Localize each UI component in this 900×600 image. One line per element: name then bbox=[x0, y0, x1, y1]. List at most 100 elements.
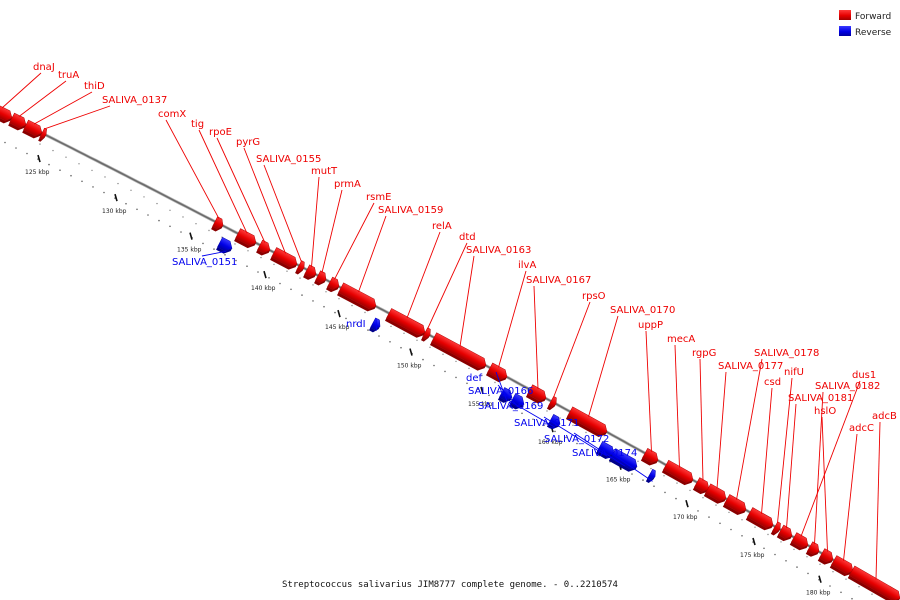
forward-gene-leader bbox=[736, 358, 763, 500]
forward-gene[interactable] bbox=[211, 216, 225, 234]
scale-dot bbox=[26, 152, 28, 155]
forward-gene[interactable] bbox=[770, 521, 783, 537]
scale-dot bbox=[719, 522, 721, 525]
forward-gene[interactable] bbox=[485, 362, 510, 385]
forward-gene[interactable] bbox=[337, 282, 379, 314]
reverse-gene[interactable] bbox=[645, 468, 658, 484]
scale-dot bbox=[741, 535, 743, 537]
scale-dot bbox=[213, 248, 215, 250]
forward-gene-leader bbox=[645, 330, 652, 452]
forward-gene[interactable] bbox=[256, 239, 272, 258]
forward-gene[interactable] bbox=[789, 532, 811, 553]
scale-tick-label: 125 kbp bbox=[25, 169, 50, 176]
reverse-gene[interactable] bbox=[546, 414, 563, 431]
legend: Forward Reverse bbox=[839, 10, 892, 38]
scale-tick-label: 155 kbp bbox=[468, 401, 493, 408]
forward-gene[interactable] bbox=[429, 332, 489, 373]
forward-gene-leader bbox=[716, 371, 727, 489]
reverse-genes: SALIVA_0151 nrdI def SALIVA_0166 SALIVA_0169… bbox=[172, 236, 658, 484]
track-dot bbox=[650, 467, 652, 470]
forward-gene-label: rgpG bbox=[692, 348, 716, 359]
gene-body bbox=[693, 477, 710, 492]
forward-gene[interactable] bbox=[805, 541, 822, 559]
forward-gene[interactable] bbox=[661, 459, 696, 487]
track-dot bbox=[715, 504, 717, 506]
scale-dot bbox=[477, 388, 479, 391]
track-dot bbox=[728, 511, 730, 514]
forward-gene[interactable] bbox=[38, 127, 48, 143]
scale-dot bbox=[829, 585, 831, 587]
forward-gene[interactable] bbox=[565, 406, 610, 440]
forward-gene[interactable] bbox=[525, 384, 549, 406]
forward-gene[interactable] bbox=[847, 565, 900, 600]
forward-gene[interactable] bbox=[817, 548, 836, 567]
gene-depth bbox=[0, 112, 13, 124]
forward-gene[interactable] bbox=[703, 483, 729, 506]
scale-dot bbox=[433, 364, 435, 367]
gene-body bbox=[723, 494, 747, 513]
figure-caption: Streptococcus salivarius JIM8777 complet… bbox=[282, 580, 618, 590]
gene-body bbox=[771, 521, 781, 534]
scale-axis: 125 kbp 130 kbp 135 kbp 140 kbp 145 kbp 150 k… bbox=[4, 141, 873, 600]
forward-gene[interactable] bbox=[234, 228, 258, 251]
forward-gene[interactable] bbox=[546, 396, 559, 411]
forward-gene[interactable] bbox=[420, 327, 433, 343]
track-dot bbox=[468, 367, 470, 370]
track-dot bbox=[39, 143, 41, 145]
scale-dot bbox=[730, 528, 732, 531]
scale-dot bbox=[587, 448, 589, 451]
forward-gene-leader bbox=[311, 176, 320, 268]
scale-dot bbox=[389, 341, 391, 343]
scale-tick-label: 130 kbp bbox=[102, 208, 127, 215]
gene-body bbox=[23, 119, 43, 136]
forward-gene-label: nifU bbox=[784, 367, 804, 378]
forward-gene[interactable] bbox=[776, 524, 795, 543]
forward-gene-label: SALIVA_0170 bbox=[610, 305, 675, 316]
forward-gene-label: SALIVA_0177 bbox=[718, 361, 783, 372]
forward-gene-label: truA bbox=[58, 70, 79, 81]
forward-gene[interactable] bbox=[8, 112, 28, 133]
forward-gene[interactable] bbox=[303, 264, 319, 282]
forward-gene[interactable] bbox=[640, 448, 661, 467]
scale-dot bbox=[763, 547, 765, 550]
scale-major-tick bbox=[480, 386, 484, 395]
scale-dot bbox=[708, 516, 710, 518]
reverse-gene-label: SALIVA_0151 bbox=[172, 257, 237, 268]
gene-body bbox=[487, 362, 508, 380]
gene-body bbox=[315, 270, 327, 284]
reverse-gene-label: SALIVA_0166 bbox=[468, 386, 533, 397]
forward-gene[interactable] bbox=[270, 247, 300, 272]
track-dot bbox=[338, 298, 340, 300]
reverse-gene-label: SALIVA_0169 bbox=[478, 401, 543, 412]
scale-dot bbox=[202, 242, 204, 245]
forward-gene[interactable] bbox=[745, 507, 776, 533]
track-dot bbox=[273, 263, 275, 266]
reverse-gene-leader bbox=[573, 432, 626, 467]
track-dot bbox=[780, 541, 782, 543]
reverse-gene-leader bbox=[497, 384, 519, 408]
scale-dot bbox=[92, 186, 94, 188]
scale-tick-label: 170 kbp bbox=[673, 514, 698, 521]
scale-major-tick bbox=[409, 348, 413, 356]
forward-gene[interactable] bbox=[295, 260, 307, 276]
track-dot bbox=[585, 431, 587, 434]
forward-gene[interactable] bbox=[829, 555, 856, 579]
scale-dot bbox=[81, 180, 83, 183]
forward-gene[interactable] bbox=[722, 494, 749, 518]
forward-gene[interactable] bbox=[22, 119, 44, 141]
scale-dot bbox=[169, 225, 171, 228]
reverse-gene[interactable] bbox=[216, 236, 234, 256]
forward-gene[interactable] bbox=[384, 308, 428, 340]
forward-gene-label: tig bbox=[191, 119, 204, 130]
track-dot bbox=[52, 149, 54, 152]
forward-gene-leader bbox=[553, 301, 591, 398]
forward-gene[interactable] bbox=[326, 276, 342, 294]
forward-gene-label: relA bbox=[432, 221, 452, 232]
gene-body bbox=[212, 216, 224, 230]
forward-gene[interactable] bbox=[0, 102, 14, 126]
reverse-gene[interactable] bbox=[368, 317, 383, 334]
forward-gene[interactable] bbox=[692, 477, 712, 497]
forward-gene[interactable] bbox=[314, 270, 329, 288]
track-dot bbox=[793, 548, 795, 551]
